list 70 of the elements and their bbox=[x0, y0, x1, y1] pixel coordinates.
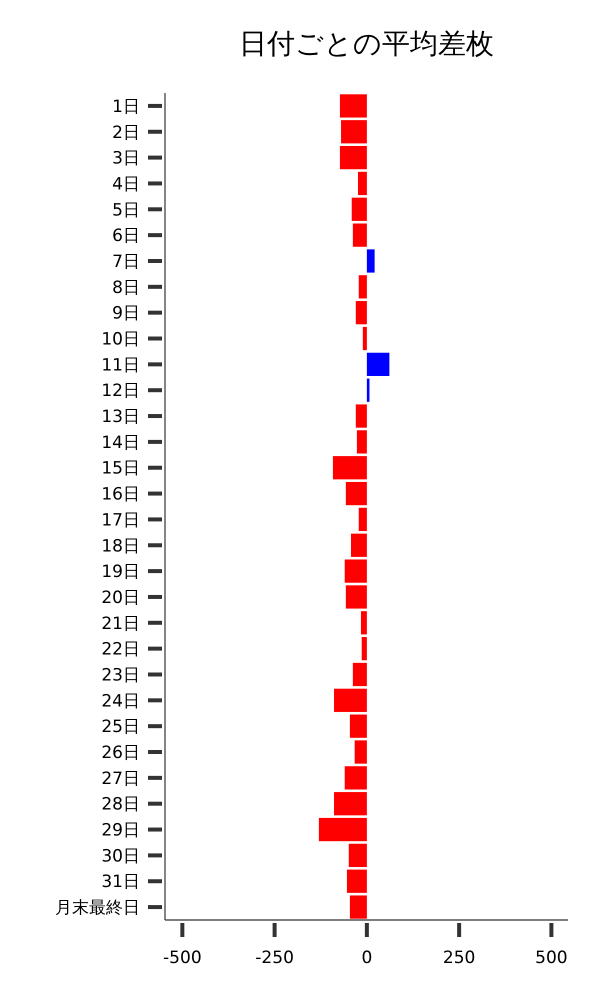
bar bbox=[346, 870, 367, 893]
x-tick-label: 500 bbox=[535, 948, 568, 968]
y-tick-label: 8日 bbox=[112, 278, 140, 298]
y-tick-label: 18日 bbox=[101, 536, 140, 556]
y-tick-label: 5日 bbox=[112, 200, 140, 220]
y-tick-label: 29日 bbox=[101, 820, 140, 841]
bar bbox=[356, 301, 367, 324]
y-tick-label: 7日 bbox=[112, 252, 140, 272]
bar bbox=[352, 662, 367, 686]
bar bbox=[344, 559, 367, 583]
bar bbox=[354, 740, 367, 764]
bar bbox=[340, 146, 367, 170]
x-tick-label: -500 bbox=[163, 948, 202, 968]
bar bbox=[358, 508, 367, 532]
bar bbox=[358, 275, 367, 298]
y-tick-label: 4日 bbox=[112, 174, 140, 194]
y-tick-label: 20日 bbox=[101, 588, 140, 608]
bar bbox=[346, 585, 367, 609]
bar bbox=[356, 430, 367, 454]
x-tick-label: 250 bbox=[442, 948, 476, 968]
x-tick-label: 0 bbox=[361, 948, 372, 968]
bar bbox=[352, 198, 367, 221]
bar bbox=[334, 792, 367, 816]
y-tick-label: 月末最終日 bbox=[55, 898, 140, 918]
y-tick-label: 11日 bbox=[101, 355, 140, 376]
bar bbox=[362, 326, 367, 350]
bar bbox=[362, 637, 367, 660]
bar bbox=[344, 766, 367, 790]
bar bbox=[358, 172, 367, 196]
bar bbox=[352, 224, 367, 247]
y-tick-label: 25日 bbox=[101, 717, 140, 738]
y-tick-label: 16日 bbox=[101, 484, 140, 505]
bar bbox=[348, 844, 367, 868]
bar bbox=[366, 378, 370, 402]
y-tick-label: 10日 bbox=[101, 330, 140, 350]
y-tick-label: 27日 bbox=[101, 768, 140, 789]
bar bbox=[366, 249, 375, 273]
y-tick-label: 21日 bbox=[101, 614, 140, 634]
bar bbox=[346, 482, 367, 506]
y-tick-label: 6日 bbox=[112, 226, 140, 246]
y-tick-label: 24日 bbox=[101, 691, 140, 712]
y-tick-label: 15日 bbox=[101, 458, 140, 479]
x-tick-label: -250 bbox=[255, 948, 294, 968]
bar bbox=[351, 534, 367, 557]
bar bbox=[340, 94, 367, 118]
bar bbox=[360, 611, 367, 634]
y-tick-label: 31日 bbox=[101, 872, 140, 892]
bar bbox=[356, 404, 367, 428]
y-tick-label: 1日 bbox=[112, 96, 140, 117]
y-tick-label: 28日 bbox=[101, 794, 140, 815]
chart-title: 日付ごとの平均差枚 bbox=[239, 27, 494, 60]
y-tick-label: 22日 bbox=[101, 640, 140, 660]
bar bbox=[350, 714, 367, 738]
bar bbox=[318, 818, 367, 842]
y-tick-label: 2日 bbox=[112, 122, 140, 143]
bar bbox=[334, 688, 367, 712]
y-tick-label: 13日 bbox=[101, 407, 140, 428]
y-tick-label: 3日 bbox=[112, 148, 140, 169]
y-tick-label: 26日 bbox=[101, 743, 140, 764]
bar bbox=[341, 120, 367, 144]
bar bbox=[366, 352, 390, 376]
y-tick-label: 9日 bbox=[112, 304, 140, 324]
bar bbox=[350, 895, 367, 919]
y-tick-label: 23日 bbox=[101, 665, 140, 686]
y-tick-label: 17日 bbox=[101, 510, 140, 530]
y-tick-label: 30日 bbox=[101, 846, 140, 866]
y-tick-label: 12日 bbox=[101, 381, 140, 402]
y-tick-label: 14日 bbox=[101, 432, 140, 453]
bar bbox=[332, 456, 367, 480]
y-tick-label: 19日 bbox=[101, 562, 140, 582]
